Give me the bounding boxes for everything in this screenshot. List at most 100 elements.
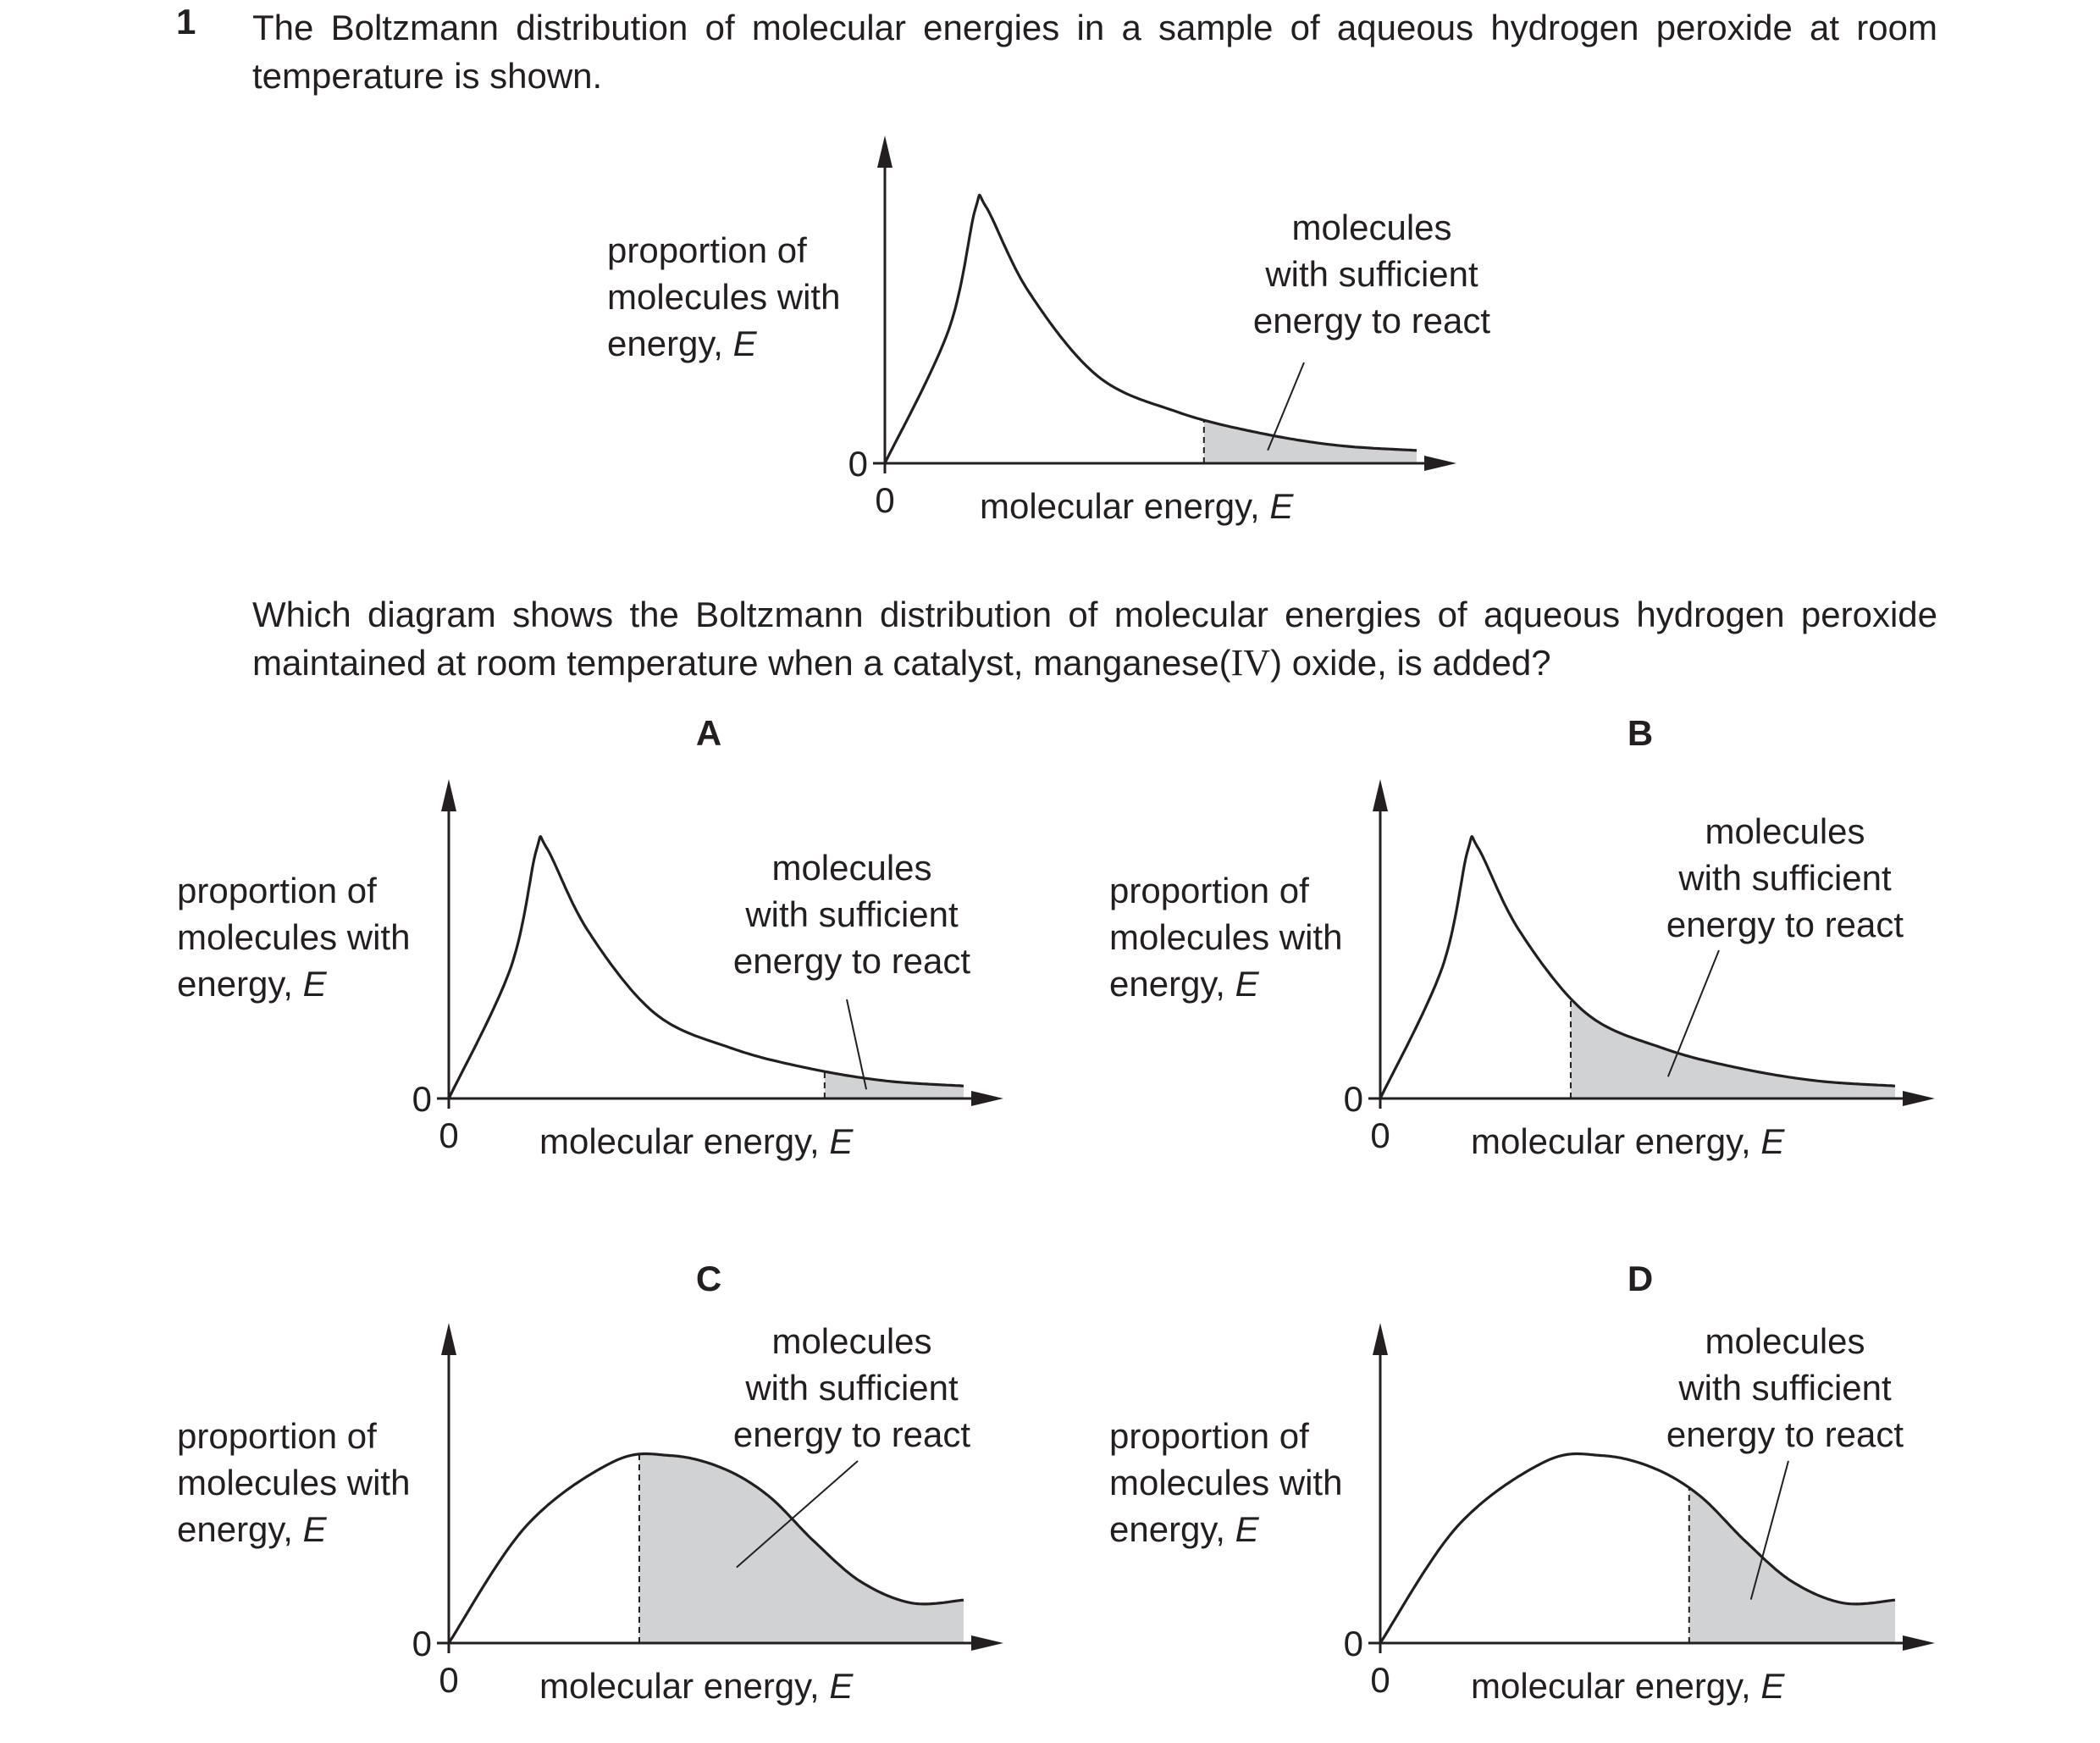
y-axis-arrowhead [877,136,892,168]
x-axis-label: molecular energy, E [1471,1121,1785,1161]
x-axis-label: molecular energy, E [539,1121,854,1161]
y-axis-label: proportion of molecules with energy, E [177,1416,410,1549]
origin-y-label: 0 [1344,1079,1363,1119]
y-axis-label-line: proportion of [607,230,807,270]
y-axis-label: proportion of molecules with energy, E [1109,871,1342,1004]
origin-x-label: 0 [875,480,894,520]
x-axis-label: molecular energy, E [539,1666,854,1706]
y-axis-label-line: energy, [1109,1509,1235,1549]
y-axis-label-line: molecules with [607,277,840,317]
origin-y-label: 0 [412,1624,432,1663]
x-axis-label-symbol: E [829,1666,854,1706]
annotation-line: molecules [1705,1321,1865,1361]
y-axis-label-symbol: E [1235,1509,1260,1549]
y-axis-label-symbol: E [733,324,758,363]
x-axis-arrowhead [1424,456,1456,471]
y-axis-arrowhead [1373,1323,1388,1355]
y-axis-arrowhead [441,1323,456,1355]
annotation-line: molecules [771,848,931,888]
question-prompt-roman: IV [1230,642,1271,683]
distribution-curve [1379,1452,1896,1644]
annotation-leader-line [1267,362,1305,451]
x-axis-label: molecular energy, E [980,486,1294,526]
annotation-line: with sufficient [1264,254,1478,294]
y-axis-label-line: molecules with [177,917,410,957]
x-axis-label-text: molecular energy, [1471,1121,1760,1161]
x-axis-label-symbol: E [1760,1666,1785,1706]
x-axis-label-symbol: E [1760,1121,1785,1161]
origin-x-label: 0 [1370,1115,1390,1155]
shaded-region [639,1453,964,1643]
y-axis-label-line: energy, [1109,964,1235,1004]
annotation-label: molecules with sufficient energy to react [733,848,970,981]
annotation-line: energy to react [1666,905,1904,944]
y-axis-label: proportion of molecules with energy, E [1109,1416,1342,1549]
origin-x-label: 0 [439,1660,458,1700]
distribution-curve [447,835,964,1099]
question-number: 1 [176,2,196,42]
y-axis-arrowhead [441,779,456,811]
origin-y-label: 0 [848,444,868,484]
distribution-curve [1379,835,1896,1099]
y-axis-label-line: proportion of [1109,1416,1309,1456]
x-axis-arrowhead [1903,1635,1935,1651]
y-axis-label-symbol: E [303,964,328,1004]
origin-x-label: 0 [1370,1660,1390,1700]
y-axis-label-line: energy, [607,324,733,363]
y-axis-label: proportion of molecules with energy, E [607,230,840,363]
distribution-curve [447,1452,964,1644]
annotation-line: molecules [771,1321,931,1361]
diagram-main: 00 proportion of molecules with energy, Emo… [607,136,1490,526]
y-axis-label-line: proportion of [177,871,377,910]
y-axis-arrowhead [1373,779,1388,811]
annotation-leader-line [846,999,868,1090]
option-letter: B [1628,713,1653,753]
option-letter: D [1628,1259,1653,1298]
x-axis-label-symbol: E [829,1121,854,1161]
x-axis-arrowhead [1903,1091,1935,1106]
y-axis-label-line: proportion of [1109,871,1309,910]
annotation-line: with sufficient [744,1368,959,1408]
y-axis-label-line: molecules with [1109,1463,1342,1502]
annotation-leader-line [736,1460,859,1569]
x-axis-label-text: molecular energy, [1471,1666,1760,1706]
x-axis-arrowhead [971,1635,1003,1651]
origin-y-label: 0 [412,1079,432,1119]
x-axis-arrowhead [971,1091,1003,1106]
distribution-curve [883,193,1418,464]
annotation-leader-line [1666,949,1720,1077]
origin-x-label: 0 [439,1115,458,1155]
annotation-line: energy to react [1253,301,1490,340]
shaded-region [1571,999,1895,1098]
y-axis-label-line: energy, [177,1509,303,1549]
y-axis-label-symbol: E [303,1509,328,1549]
question-prompt-before: Which diagram shows the Boltzmann distri… [252,595,1937,683]
annotation-label: molecules with sufficient energy to react [733,1321,970,1454]
y-axis-label-line: energy, [177,964,303,1004]
x-axis-label-symbol: E [1269,486,1294,526]
annotation-line: with sufficient [744,894,959,934]
origin-y-label: 0 [1344,1624,1363,1663]
annotation-label: molecules with sufficient energy to react [1666,1321,1904,1454]
annotation-label: molecules with sufficient energy to react [1666,811,1904,944]
question-prompt-after: ) oxide, is added? [1270,643,1551,683]
y-axis-label-line: proportion of [177,1416,377,1456]
shaded-region [1203,420,1417,463]
y-axis-label-line: molecules with [1109,917,1342,957]
annotation-label: molecules with sufficient energy to react [1253,208,1490,340]
x-axis-label-text: molecular energy, [539,1666,829,1706]
annotation-leader-line [1749,1460,1789,1600]
annotation-line: molecules [1705,811,1865,851]
x-axis-label: molecular energy, E [1471,1666,1785,1706]
x-axis-label-text: molecular energy, [980,486,1269,526]
y-axis-label-line: molecules with [177,1463,410,1502]
x-axis-label-text: molecular energy, [539,1121,829,1161]
annotation-line: molecules [1291,208,1451,247]
option-letter: A [696,713,721,753]
annotation-line: with sufficient [1677,1368,1892,1408]
annotation-line: energy to react [733,1414,970,1454]
